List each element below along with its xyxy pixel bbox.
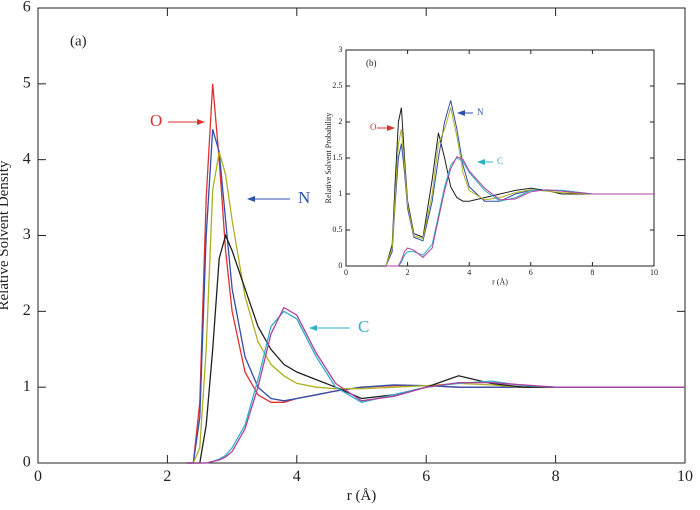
inset-annotations: O N C (b) [366, 58, 503, 166]
y-tick-label: 0 [23, 454, 31, 471]
y-tick-label: 1 [23, 378, 31, 395]
y-tick-label: 2 [338, 117, 342, 126]
x-axis-label: r (Å) [492, 278, 508, 287]
y-tick-label: 4 [23, 150, 31, 167]
curve [386, 157, 654, 267]
annotation: N [298, 188, 310, 207]
x-tick-label: 4 [467, 268, 471, 277]
y-tick-label: 0.5 [332, 225, 342, 234]
annotation: O [370, 122, 377, 132]
x-tick-label: 6 [422, 468, 430, 485]
x-tick-label: 0 [344, 268, 348, 277]
x-tick-label: 0 [34, 468, 42, 485]
inset-plot: 0 2 4 6 8 10 0 0.5 1 1.5 2 2.5 3 r (Å) Relative Solven… [324, 45, 658, 287]
curve [385, 107, 654, 267]
annotation: N [477, 107, 484, 117]
x-tick-label: 2 [406, 268, 410, 277]
panel-label: (b) [366, 58, 377, 68]
main-annotations: O N C (a) [70, 33, 369, 335]
x-tick-label: 8 [552, 468, 560, 485]
x-tick-label: 10 [677, 468, 693, 485]
y-tick-label: 3 [338, 45, 342, 54]
x-tick-label: 2 [163, 468, 171, 485]
annotation: O [150, 111, 162, 130]
y-tick-label: 1 [338, 189, 342, 198]
y-tick-label: 0 [338, 261, 342, 270]
y-tick-label: 6 [23, 0, 31, 16]
x-axis-label: r (Å) [347, 488, 377, 504]
y-tick-label: 5 [23, 75, 31, 92]
y-tick-label: 1.5 [332, 153, 342, 162]
y-tick-label: 3 [23, 226, 31, 243]
y-tick-label: 2 [23, 302, 31, 319]
y-axis-label: Relative Solvent Probability [324, 113, 333, 204]
x-tick-label: 6 [529, 268, 533, 277]
x-tick-label: 8 [590, 268, 594, 277]
curve [186, 233, 685, 464]
curve [386, 155, 654, 267]
annotation: C [497, 156, 503, 166]
curve [186, 306, 685, 464]
x-tick-label: 10 [650, 268, 658, 277]
annotation: C [358, 317, 369, 336]
y-tick-label: 2.5 [332, 81, 342, 90]
y-axis-label: Relative Solvent Density [0, 160, 12, 310]
panel-label: (a) [70, 33, 87, 49]
x-tick-label: 4 [293, 468, 301, 485]
